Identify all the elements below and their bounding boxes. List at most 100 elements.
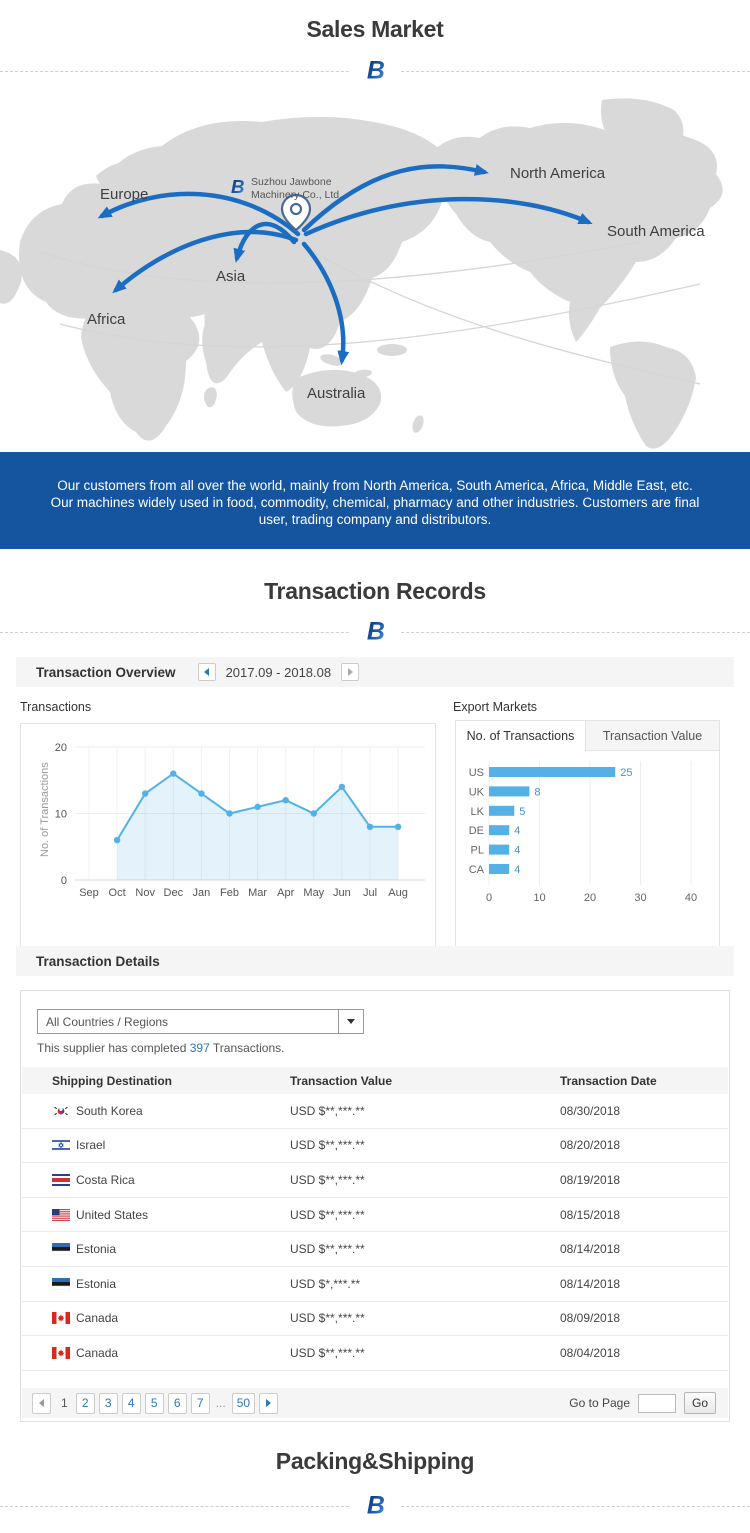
shipping-destination: Israel [76,1138,106,1153]
transaction-date: 08/30/2018 [560,1103,621,1118]
date-range-label: 2017.09 - 2018.08 [225,664,332,680]
svg-text:Dec: Dec [164,887,184,899]
table-row: Canada USD $**,***.** 08/04/2018 [22,1336,728,1371]
svg-text:5: 5 [519,806,525,818]
transaction-value: USD $**,***.** [290,1207,365,1222]
go-button[interactable]: Go [684,1392,716,1414]
shipping-destination: Canada [76,1345,119,1360]
map-label-north-america: North America [510,165,606,182]
svg-text:4: 4 [514,864,520,876]
col-shipping-destination: Shipping Destination [52,1073,172,1088]
transaction-value: USD $*,***.** [290,1276,361,1291]
transactions-chart-label: Transactions [20,700,92,714]
transaction-table-body: South Korea USD $**,***.** 08/30/2018 Israe… [22,1094,728,1371]
transaction-value: USD $**,***.** [290,1103,365,1118]
svg-text:Sep: Sep [79,887,99,899]
chevron-right-icon [347,668,353,676]
svg-text:10: 10 [55,809,67,821]
flag-icon-cr [52,1173,70,1186]
svg-text:4: 4 [514,845,520,857]
table-row: Canada USD $**,***.** 08/09/2018 [22,1302,728,1337]
tab-transaction-value[interactable]: Transaction Value [586,721,719,751]
shipping-destination: Estonia [76,1276,117,1291]
last-page-button[interactable]: 50 [231,1392,256,1414]
transaction-overview-title: Transaction Overview [36,664,176,680]
customers-banner-text: Our customers from all over the world, m… [50,478,700,527]
page-button-6[interactable]: 6 [167,1392,187,1414]
flag-icon-il [52,1139,70,1152]
map-label-australia: Australia [307,385,366,402]
svg-text:20: 20 [55,742,67,754]
svg-text:No. of Transactions: No. of Transactions [39,762,51,857]
transaction-value: USD $**,***.** [290,1172,365,1187]
tab-no-of-transactions[interactable]: No. of Transactions [456,721,586,751]
svg-text:20: 20 [584,892,596,904]
prev-period-button[interactable] [197,663,216,681]
map-label-asia: Asia [216,268,246,285]
transaction-date: 08/09/2018 [560,1311,621,1326]
table-row: Costa Rica USD $**,***.** 08/19/2018 [22,1163,728,1198]
shipping-destination: Estonia [76,1242,117,1257]
goto-page-input[interactable] [638,1393,676,1413]
svg-text:B: B [367,617,385,645]
page-button-3[interactable]: 3 [98,1392,118,1414]
export-markets-panel: No. of Transactions Transaction Value 0 1… [455,720,720,950]
svg-text:8: 8 [534,786,540,798]
svg-text:B: B [231,176,245,197]
table-row: Estonia USD $**,***.** 08/14/2018 [22,1232,728,1267]
next-page-button[interactable] [259,1392,279,1414]
flag-icon-ca [52,1312,70,1325]
transaction-value: USD $**,***.** [290,1345,365,1360]
table-row: Estonia USD $*,***.** 08/14/2018 [22,1267,728,1302]
svg-text:Apr: Apr [277,887,294,899]
next-period-button[interactable] [341,663,360,681]
world-map-graphic [0,98,723,449]
page-button-7[interactable]: 7 [190,1392,210,1414]
page-button-5[interactable]: 5 [144,1392,164,1414]
svg-text:30: 30 [634,892,646,904]
chevron-left-icon [39,1399,44,1407]
page-button-2[interactable]: 2 [75,1392,95,1414]
svg-text:Mar: Mar [248,887,267,899]
flag-icon-ca [52,1346,70,1359]
packing-shipping-title: Packing&Shipping [275,1448,475,1474]
company-logo-icon: B [228,176,251,203]
svg-text:UK: UK [469,786,485,798]
page-button-4[interactable]: 4 [121,1392,141,1414]
transaction-date: 08/20/2018 [560,1138,621,1153]
svg-text:40: 40 [685,892,697,904]
current-page: 1 [61,1396,68,1410]
transactions-chart: 0 10 20 Sep Oct Nov Dec Jan Feb Mar Apr May Jun Jul Au… [39,742,425,899]
svg-text:Nov: Nov [135,887,155,899]
svg-text:May: May [303,887,324,899]
supplier-summary: This supplier has completed 397 Transact… [37,1041,285,1055]
country-filter-value: All Countries / Regions [46,1014,169,1029]
goto-page-group: Go to Page Go [569,1392,716,1414]
shipping-destination: Canada [76,1311,119,1326]
svg-text:0: 0 [486,892,492,904]
flag-icon-ee [52,1277,70,1290]
brand-logo-icon: B [349,55,401,85]
transaction-records-title: Transaction Records [264,578,486,604]
export-markets-tabs: No. of Transactions Transaction Value [456,721,719,751]
export-markets-chart: 0 10 20 30 40 US 25 UK 8 LK 5 DE 4 PL 4 CA 4 [469,761,697,904]
svg-text:CA: CA [469,864,485,876]
svg-text:US: US [469,767,484,779]
svg-text:25: 25 [620,767,632,779]
transaction-date: 08/04/2018 [560,1345,621,1360]
flag-icon-kr [52,1104,70,1117]
prev-page-button[interactable] [32,1392,51,1414]
transaction-details-bar: Transaction Details [16,946,734,976]
section-divider: B [0,1490,750,1520]
country-filter-dropdown[interactable]: All Countries / Regions [37,1009,364,1034]
transaction-overview-bar: Transaction Overview 2017.09 - 2018.08 [16,657,734,687]
svg-text:4: 4 [514,825,520,837]
svg-text:LK: LK [471,806,485,818]
goto-page-label: Go to Page [569,1396,630,1410]
chevron-right-icon [266,1399,272,1407]
dropdown-arrow-button[interactable] [338,1010,363,1033]
transaction-date: 08/14/2018 [560,1276,621,1291]
svg-text:Oct: Oct [109,887,126,899]
